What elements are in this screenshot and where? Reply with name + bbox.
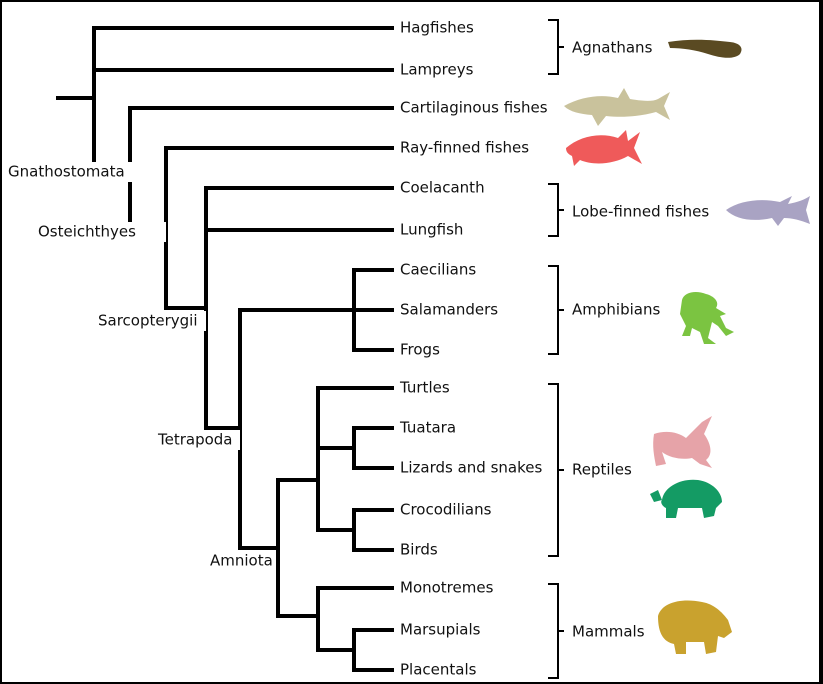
taxon-label: Frogs: [400, 341, 440, 359]
group-labels: Agnathans Lobe-finned fishes Amphibians …: [572, 39, 709, 641]
group-label-reptiles: Reptiles: [572, 461, 632, 479]
lamprey-icon: [668, 39, 742, 58]
group-label-mammals: Mammals: [572, 623, 645, 641]
taxon-label: Lizards and snakes: [400, 459, 542, 477]
taxon-label: Ray-finned fishes: [400, 139, 529, 157]
bird-icon: [653, 416, 712, 468]
clade-sarcopterygii: Sarcopterygii: [98, 312, 198, 330]
taxon-label: Birds: [400, 541, 438, 559]
clade-tetrapoda: Tetrapoda: [157, 431, 233, 449]
clade-labels: Gnathostomata Osteichthyes Sarcopterygii…: [6, 162, 276, 571]
taxon-label: Turtles: [399, 379, 450, 397]
group-label-amphibians: Amphibians: [572, 301, 660, 319]
clade-amniota: Amniota: [210, 552, 273, 570]
clade-gnathostomata: Gnathostomata: [8, 163, 125, 181]
group-label-agnathans: Agnathans: [572, 39, 653, 57]
tree-branches: [56, 26, 394, 672]
taxon-label: Marsupials: [400, 621, 481, 639]
shark-icon: [564, 88, 670, 126]
turtle-icon: [650, 479, 722, 518]
coelacanth-icon: [726, 196, 810, 226]
taxon-label: Hagfishes: [400, 19, 474, 37]
taxon-label: Tuatara: [399, 419, 456, 437]
taxon-label: Caecilians: [400, 261, 476, 279]
taxon-label: Salamanders: [400, 301, 498, 319]
taxon-label: Lampreys: [400, 61, 474, 79]
group-label-lobe-finned: Lobe-finned fishes: [572, 203, 709, 221]
tuna-icon: [566, 130, 642, 166]
group-brackets: [548, 19, 564, 679]
bear-icon: [658, 600, 732, 654]
silhouettes: [564, 39, 810, 654]
taxon-label: Monotremes: [400, 579, 494, 597]
taxon-labels: Hagfishes Lampreys Cartilaginous fishes …: [399, 19, 548, 679]
taxon-label: Lungfish: [400, 221, 463, 239]
taxon-label: Coelacanth: [400, 179, 485, 197]
taxon-label: Placentals: [400, 661, 477, 679]
frog-icon: [680, 292, 734, 344]
taxon-label: Crocodilians: [400, 501, 492, 519]
clade-osteichthyes: Osteichthyes: [38, 223, 136, 241]
taxon-label: Cartilaginous fishes: [400, 99, 548, 117]
